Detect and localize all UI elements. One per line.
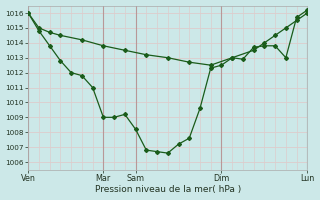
X-axis label: Pression niveau de la mer( hPa ): Pression niveau de la mer( hPa ) [95, 185, 241, 194]
